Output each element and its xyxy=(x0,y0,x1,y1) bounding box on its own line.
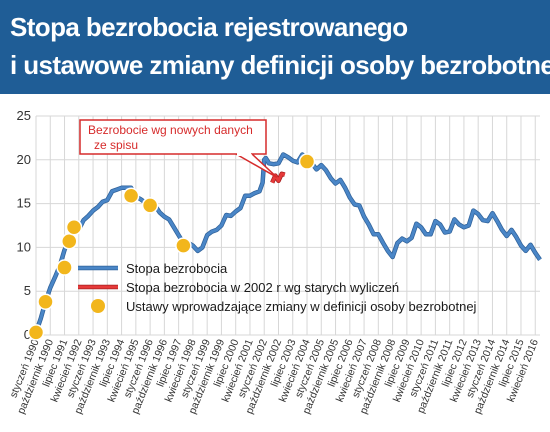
y-axis: 0 5 10 15 20 25 xyxy=(17,108,31,342)
title-line-2: i ustawowe zmiany definicji osoby bezrob… xyxy=(10,50,550,80)
markers-layer xyxy=(27,153,316,341)
callout-pointer-mask xyxy=(237,152,251,156)
y-tick-label: 20 xyxy=(17,152,31,167)
law-change-marker xyxy=(37,293,54,310)
law-change-marker xyxy=(27,324,45,341)
y-tick-label: 0 xyxy=(24,327,31,342)
callout-pointer xyxy=(235,153,278,178)
law-change-marker xyxy=(56,259,73,276)
legend-item-stopa-bezrobocia-label: Stopa bezrobocia xyxy=(126,261,228,276)
law-change-marker xyxy=(175,237,192,254)
title-banner: Stopa bezrobocia rejestrowanego i ustawo… xyxy=(0,0,550,94)
legend-item-2002-stare-label: Stopa bezrobocia w 2002 r wg starych wyl… xyxy=(126,280,399,295)
series-layer xyxy=(33,152,542,334)
legend-item-ustawy-label: Ustawy wprowadzające zmiany w definicji … xyxy=(126,299,477,314)
title-line-1: Stopa bezrobocia rejestrowanego xyxy=(10,12,408,42)
y-tick-label: 25 xyxy=(17,108,31,123)
series-line-stopa-bezrobocia xyxy=(34,153,542,333)
law-change-marker xyxy=(298,153,316,170)
legend-item-ustawy-swatch xyxy=(91,299,105,313)
y-tick-label: 10 xyxy=(17,239,31,254)
series-line-2002-stare-wyliczenia xyxy=(270,172,286,184)
y-tick-label: 15 xyxy=(17,196,31,211)
law-change-marker xyxy=(141,197,159,214)
callout-text-line-1: Bezrobocie wg nowych danych xyxy=(88,123,253,137)
callout-box xyxy=(79,119,267,155)
law-change-marker xyxy=(122,187,140,204)
callout-text-line-2: ze spisu xyxy=(94,138,138,152)
law-change-marker xyxy=(65,219,83,236)
legend: Stopa bezrobocia Stopa bezrobocia w 2002 … xyxy=(78,261,477,314)
y-tick-label: 5 xyxy=(24,283,31,298)
law-change-marker xyxy=(61,233,78,250)
